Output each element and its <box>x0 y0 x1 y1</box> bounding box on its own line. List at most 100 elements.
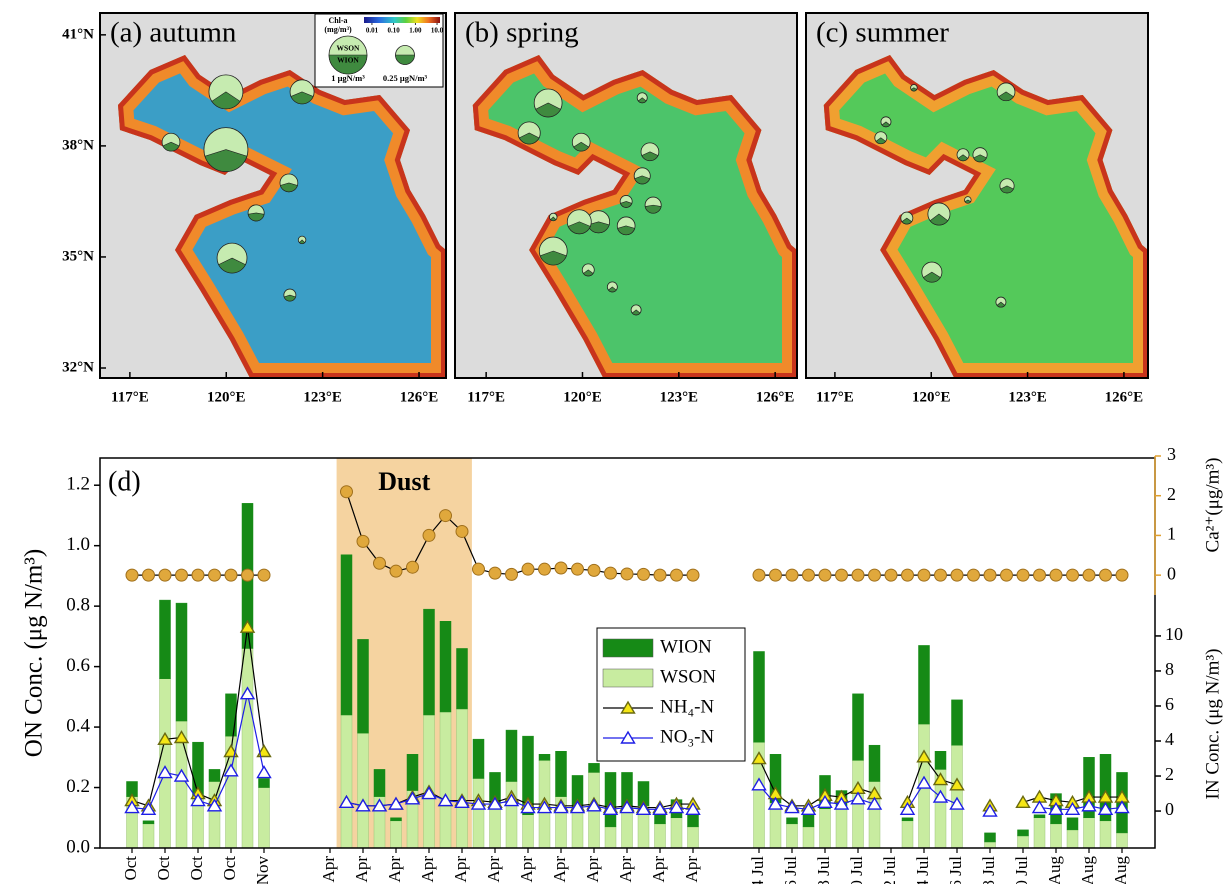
colorbar-title: (mg/m³) <box>324 25 352 34</box>
point <box>256 744 272 758</box>
point <box>653 568 667 582</box>
point <box>241 568 254 582</box>
point <box>752 568 766 582</box>
bar <box>1116 832 1128 849</box>
bar <box>456 648 468 710</box>
bar <box>852 693 864 761</box>
x-tick-label: 123°E <box>1008 389 1047 405</box>
point <box>983 568 997 582</box>
bar <box>208 769 221 782</box>
panel-label: (d) <box>108 466 141 497</box>
point <box>982 803 998 817</box>
point <box>604 566 617 580</box>
bar <box>390 820 402 849</box>
station-wion <box>875 137 887 145</box>
bar <box>571 811 584 849</box>
bar <box>951 744 963 849</box>
point <box>503 793 520 807</box>
x-tick-label: 27 Apr <box>682 856 701 884</box>
legend-wion: WION <box>337 56 359 65</box>
legend-swatch <box>602 638 654 658</box>
annotation: Dust <box>378 467 430 496</box>
point <box>1097 801 1114 815</box>
point <box>1015 794 1031 808</box>
station-wion <box>957 154 969 162</box>
point <box>239 619 256 633</box>
x-tick-label: 126°E <box>1105 389 1144 405</box>
point <box>950 568 964 582</box>
x-tick-label: 120°E <box>563 389 602 405</box>
x-tick-label: 28 Jul <box>979 856 998 884</box>
point <box>818 568 832 582</box>
y2-tick-label: 2 <box>1165 764 1174 784</box>
point <box>884 568 898 582</box>
point <box>224 568 238 582</box>
x-tick-label: 20 Jul <box>847 856 866 884</box>
bar <box>439 621 452 713</box>
bar <box>984 841 996 849</box>
point <box>389 564 403 578</box>
point <box>521 562 535 576</box>
point <box>371 798 388 812</box>
size-legend-wion <box>328 54 368 75</box>
station-wion <box>996 301 1006 308</box>
bar <box>802 826 815 849</box>
point <box>652 801 668 815</box>
point <box>1099 568 1112 582</box>
point <box>802 568 815 582</box>
y-tick-label: 0.4 <box>66 715 90 736</box>
bar <box>505 729 518 782</box>
point <box>175 568 188 582</box>
station-wion <box>211 91 241 110</box>
y3-tick-label: 3 <box>1167 444 1176 464</box>
station-wion <box>567 221 591 235</box>
bar <box>406 754 419 791</box>
point <box>470 796 487 810</box>
point <box>901 568 914 582</box>
y2-tick-label: 4 <box>1165 729 1174 749</box>
bar <box>1066 817 1079 831</box>
point <box>569 800 586 814</box>
point <box>917 568 931 582</box>
point <box>851 568 865 582</box>
bar <box>802 814 815 828</box>
bar <box>604 826 617 849</box>
x-tick-label: 30 Jul <box>1012 856 1031 884</box>
bar <box>621 811 633 849</box>
point <box>422 528 436 542</box>
point <box>239 686 256 700</box>
bar <box>142 820 155 825</box>
y3-tick-label: 1 <box>1167 524 1176 544</box>
station-wion <box>247 212 265 222</box>
series-line <box>132 491 1122 576</box>
bar <box>373 769 386 797</box>
point <box>668 800 685 814</box>
point <box>637 567 650 581</box>
point <box>784 800 800 814</box>
bar <box>918 645 930 725</box>
bar <box>951 699 963 746</box>
point <box>670 568 683 582</box>
bar <box>423 714 435 849</box>
bar <box>1083 817 1095 849</box>
point <box>850 791 866 805</box>
bar <box>538 754 551 761</box>
colorbar-tick-label: 0.10 <box>388 27 401 35</box>
x-tick-label: 28 Oct <box>220 856 239 884</box>
point <box>553 800 569 814</box>
x-tick-label: 26 Jul <box>946 856 965 884</box>
point <box>338 794 355 808</box>
y2-tick-label: 8 <box>1165 659 1174 679</box>
point <box>619 800 635 814</box>
size-legend-label: 0.25 μgN/m³ <box>383 73 428 83</box>
map-frame <box>454 12 798 379</box>
station-wion <box>290 91 314 105</box>
point <box>1033 568 1046 582</box>
y-tick-label: 32°N <box>62 359 94 375</box>
point <box>125 568 139 582</box>
point <box>356 534 370 548</box>
station-wion <box>637 97 647 104</box>
bar <box>1099 754 1112 822</box>
point <box>223 763 239 777</box>
legend-swatch <box>602 668 654 688</box>
